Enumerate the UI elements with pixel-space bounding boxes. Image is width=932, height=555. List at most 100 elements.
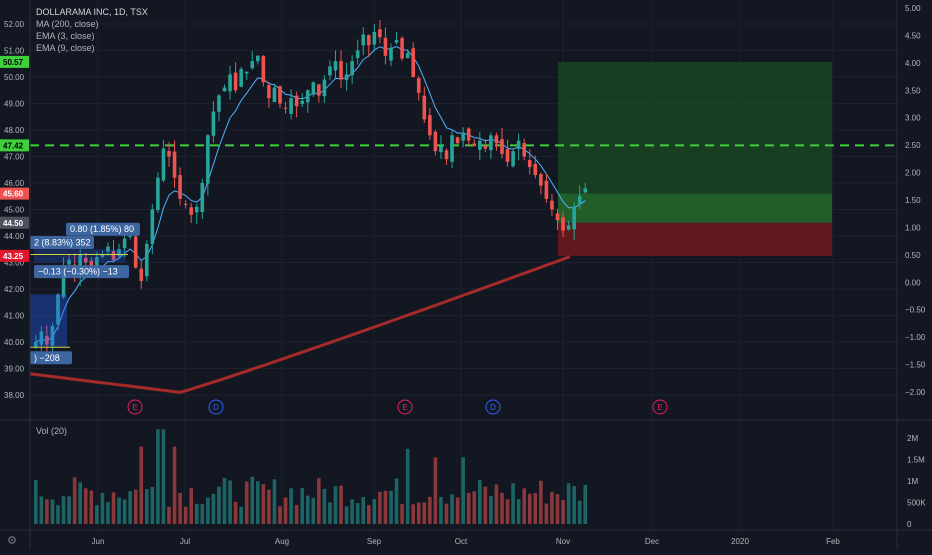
candle[interactable] bbox=[400, 36, 404, 61]
candle[interactable] bbox=[516, 133, 521, 161]
candle[interactable] bbox=[428, 107, 432, 141]
candle[interactable] bbox=[333, 50, 338, 79]
candle[interactable] bbox=[378, 19, 382, 44]
candle[interactable] bbox=[256, 55, 260, 65]
candle[interactable] bbox=[267, 81, 271, 108]
candle[interactable] bbox=[372, 24, 377, 50]
candle[interactable] bbox=[111, 240, 116, 263]
candle[interactable] bbox=[106, 242, 110, 256]
candle[interactable] bbox=[422, 86, 427, 124]
candle[interactable] bbox=[355, 39, 360, 65]
candle[interactable] bbox=[522, 138, 526, 161]
long-position-tool[interactable] bbox=[30, 61, 897, 256]
candle[interactable] bbox=[167, 141, 171, 167]
candle[interactable] bbox=[500, 127, 504, 159]
measure-box[interactable] bbox=[30, 294, 67, 348]
candle[interactable] bbox=[39, 326, 44, 351]
candle[interactable] bbox=[117, 243, 121, 259]
measure-label[interactable]: ) −208 bbox=[30, 351, 72, 365]
candle[interactable] bbox=[189, 202, 193, 223]
candle[interactable] bbox=[416, 75, 421, 101]
candle[interactable] bbox=[533, 155, 538, 179]
candle[interactable] bbox=[405, 49, 410, 59]
candle[interactable] bbox=[539, 172, 543, 195]
measure-label[interactable]: 0.80 (1.85%) 80 bbox=[66, 222, 140, 236]
candle[interactable] bbox=[350, 55, 354, 84]
candle[interactable] bbox=[328, 60, 332, 81]
loss-zone[interactable] bbox=[558, 222, 832, 256]
candle[interactable] bbox=[178, 167, 182, 206]
candle[interactable] bbox=[489, 132, 493, 159]
candle[interactable] bbox=[361, 27, 366, 56]
dividend-marker[interactable]: D bbox=[485, 399, 501, 415]
candle[interactable] bbox=[394, 32, 399, 45]
candle[interactable] bbox=[555, 208, 560, 230]
indicator-ema3[interactable]: EMA (3, close) bbox=[36, 31, 95, 41]
candle[interactable] bbox=[444, 148, 449, 165]
candle[interactable] bbox=[272, 85, 277, 103]
candle[interactable] bbox=[250, 51, 255, 70]
candle[interactable] bbox=[300, 93, 304, 108]
candle[interactable] bbox=[544, 173, 549, 203]
candle[interactable] bbox=[527, 149, 532, 175]
candle[interactable] bbox=[583, 183, 588, 194]
candle[interactable] bbox=[572, 202, 576, 241]
volume-axis[interactable]: 2M 1.5M 1M 500K 0 bbox=[907, 434, 926, 529]
candle[interactable] bbox=[172, 140, 177, 188]
candle[interactable] bbox=[461, 127, 465, 148]
candle[interactable] bbox=[339, 50, 343, 88]
candle[interactable] bbox=[228, 65, 232, 100]
candle[interactable] bbox=[289, 89, 293, 120]
candle[interactable] bbox=[439, 135, 443, 159]
candle[interactable] bbox=[478, 131, 482, 161]
candle[interactable] bbox=[550, 194, 554, 217]
indicator-ma200[interactable]: MA (200, close) bbox=[36, 19, 99, 29]
candle[interactable] bbox=[305, 89, 310, 113]
candle[interactable] bbox=[56, 293, 60, 331]
candle[interactable] bbox=[278, 85, 282, 109]
candle[interactable] bbox=[139, 260, 144, 289]
candle[interactable] bbox=[244, 71, 249, 80]
earnings-marker[interactable]: E bbox=[397, 399, 413, 415]
measure-box[interactable] bbox=[34, 249, 126, 263]
ma200-line[interactable] bbox=[29, 255, 571, 394]
candle[interactable] bbox=[200, 178, 205, 220]
candle[interactable] bbox=[494, 132, 499, 151]
candle[interactable] bbox=[383, 27, 388, 65]
candle[interactable] bbox=[483, 139, 488, 152]
percent-axis[interactable]: 5.00 4.50 4.00 3.50 3.00 2.50 2.00 1.50 1.00 0.50… bbox=[905, 4, 926, 397]
time-axis[interactable]: Jun Jul Aug Sep Oct Nov Dec 2020 Feb bbox=[92, 537, 841, 546]
candle[interactable] bbox=[311, 81, 316, 97]
candle[interactable] bbox=[211, 101, 216, 143]
candle[interactable] bbox=[466, 127, 471, 146]
candle[interactable] bbox=[566, 220, 571, 231]
drawings[interactable]: 0.80 (1.85%) 80 2 (8.83%) 352 −0.13 (−0.30… bbox=[30, 222, 140, 365]
measure-label[interactable]: 2 (8.83%) 352 bbox=[30, 235, 94, 249]
candle[interactable] bbox=[50, 322, 55, 355]
candle[interactable] bbox=[217, 94, 221, 122]
gear-icon[interactable] bbox=[8, 536, 16, 544]
candle[interactable] bbox=[411, 42, 415, 78]
candle[interactable] bbox=[122, 233, 127, 258]
candle[interactable] bbox=[283, 101, 288, 114]
candle[interactable] bbox=[455, 136, 460, 144]
candle[interactable] bbox=[183, 200, 188, 209]
indicator-ema9[interactable]: EMA (9, close) bbox=[36, 43, 95, 53]
candle[interactable] bbox=[145, 240, 149, 282]
candle[interactable] bbox=[150, 204, 155, 254]
candle[interactable] bbox=[511, 148, 515, 168]
price-axis[interactable]: 52.00 51.00 50.00 49.00 48.00 47.00 46.00 45.00… bbox=[0, 20, 29, 400]
candle[interactable] bbox=[433, 129, 438, 156]
symbol-title[interactable]: DOLLARAMA INC, 1D, TSX bbox=[36, 7, 148, 17]
dividend-marker[interactable]: D bbox=[208, 399, 224, 415]
candle[interactable] bbox=[67, 254, 71, 267]
candle[interactable] bbox=[206, 134, 210, 196]
candlesticks[interactable] bbox=[34, 19, 588, 355]
candle[interactable] bbox=[561, 211, 565, 237]
candle[interactable] bbox=[133, 235, 138, 269]
candle[interactable] bbox=[472, 138, 477, 147]
earnings-marker[interactable]: E bbox=[652, 399, 668, 415]
candle[interactable] bbox=[239, 67, 243, 88]
